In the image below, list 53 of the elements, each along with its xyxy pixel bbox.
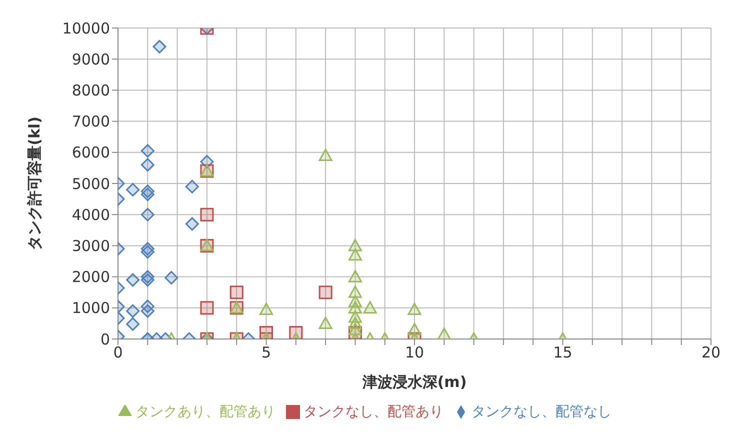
y-tick-label: 3000 <box>72 237 110 256</box>
point <box>140 188 154 202</box>
x-tick-label: 0 <box>113 344 123 362</box>
point <box>200 301 214 315</box>
point <box>126 273 140 287</box>
point <box>348 322 362 336</box>
point <box>164 270 178 284</box>
point <box>348 301 362 314</box>
point <box>408 302 422 316</box>
x-axis-title: 津波浸水深(m) <box>361 373 467 391</box>
point <box>260 302 273 316</box>
y-tick-label: 2000 <box>72 268 110 286</box>
point <box>348 238 362 252</box>
point <box>230 286 244 300</box>
y-tick-label: 0 <box>100 330 110 348</box>
legend-label: タンクあり、配管あり <box>136 404 276 420</box>
y-tick-label: 4000 <box>72 206 110 224</box>
point <box>437 328 451 339</box>
x-tick-label: 15 <box>553 344 572 362</box>
y-tick-label: 9000 <box>72 50 110 68</box>
point <box>318 148 332 162</box>
legend-label: タンクなし、配管あり <box>304 404 444 420</box>
point <box>318 286 332 300</box>
y-tick-label: 1000 <box>72 299 110 318</box>
point <box>140 245 154 259</box>
point <box>348 248 362 261</box>
y-tick-label: 5000 <box>72 174 110 193</box>
point <box>318 316 332 329</box>
point <box>152 40 166 54</box>
point <box>140 304 154 318</box>
point <box>200 208 214 222</box>
y-tick-label: 6000 <box>72 144 110 162</box>
point <box>140 144 154 158</box>
y-tick-label: 10000 <box>62 19 110 38</box>
point <box>348 286 362 298</box>
y-tick-label: 8000 <box>72 82 110 100</box>
x-tick-label: 20 <box>701 344 721 362</box>
point <box>363 301 377 314</box>
y-tick-label: 7000 <box>72 112 110 131</box>
x-tick-label: 5 <box>261 344 272 362</box>
point <box>126 304 140 318</box>
point <box>126 317 140 331</box>
point <box>408 322 422 336</box>
point <box>140 158 154 172</box>
point <box>126 182 140 196</box>
point <box>140 273 154 287</box>
legend-label: タンクなし、配管なし <box>472 404 612 420</box>
point <box>185 217 199 231</box>
point <box>348 270 362 282</box>
y-axis-title: タンク許可容量(kl) <box>25 116 44 250</box>
point <box>140 208 154 222</box>
point <box>185 180 199 194</box>
x-tick-label: 10 <box>404 344 424 362</box>
